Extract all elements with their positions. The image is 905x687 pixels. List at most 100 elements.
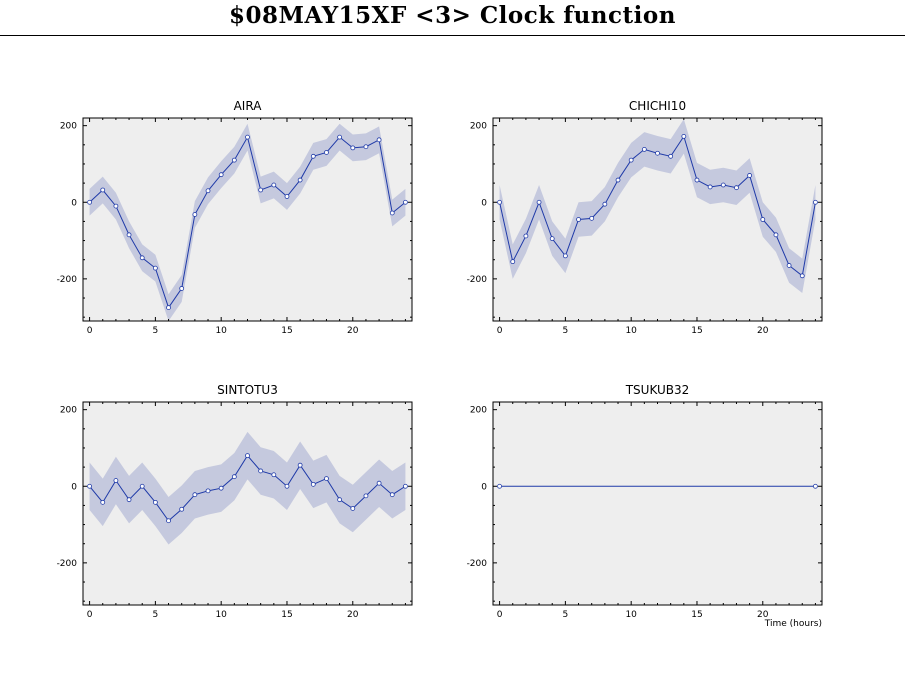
data-point	[403, 199, 408, 205]
data-point	[205, 488, 211, 494]
data-point	[166, 305, 171, 310]
data-point	[576, 217, 581, 222]
data-point	[760, 217, 766, 222]
data-point	[734, 185, 739, 191]
data-point	[707, 184, 713, 190]
data-point	[376, 137, 382, 143]
x-tick-label: 20	[757, 610, 769, 620]
data-point	[363, 493, 369, 499]
x-tick-label: 5	[153, 610, 159, 620]
data-point	[231, 474, 237, 480]
data-point	[350, 506, 356, 511]
data-point	[139, 483, 145, 489]
data-point	[549, 236, 555, 242]
y-tick-label: -200	[57, 275, 78, 285]
data-point	[363, 144, 369, 150]
data-point	[271, 182, 277, 188]
data-point	[100, 187, 106, 193]
data-point	[337, 134, 343, 140]
data-point	[681, 133, 687, 139]
data-point	[324, 150, 329, 155]
data-point	[218, 172, 224, 178]
error-band	[89, 123, 406, 321]
data-point	[284, 483, 290, 489]
data-point	[87, 199, 92, 205]
x-tick-label: 15	[691, 326, 702, 336]
plot-background	[493, 402, 822, 605]
x-tick-label: 5	[563, 610, 569, 620]
title-rule	[0, 35, 905, 36]
data-point	[284, 194, 290, 199]
data-point	[389, 210, 395, 216]
data-point	[747, 173, 753, 178]
y-tick-label: -200	[467, 275, 488, 285]
data-point	[602, 201, 608, 207]
data-point	[615, 177, 621, 183]
data-point	[245, 134, 250, 140]
panel-title: TSUKUB32	[625, 383, 690, 397]
data-point	[192, 492, 198, 498]
data-point	[310, 153, 316, 159]
data-point	[166, 518, 171, 524]
data-point	[152, 265, 158, 271]
data-point	[179, 286, 185, 291]
x-tick-label: 0	[87, 610, 93, 620]
x-tick-label: 10	[215, 610, 227, 620]
data-point	[87, 483, 92, 489]
x-tick-label: 20	[757, 326, 769, 336]
data-point	[337, 497, 343, 503]
y-tick-label: 200	[60, 122, 77, 132]
data-point	[271, 472, 277, 478]
y-tick-label: 0	[71, 198, 77, 208]
x-tick-label: 0	[87, 326, 93, 336]
data-point	[813, 483, 818, 489]
data-point	[126, 497, 132, 503]
data-point	[655, 150, 660, 156]
data-point	[497, 199, 502, 205]
data-point	[258, 187, 264, 193]
data-point	[218, 485, 224, 491]
x-tick-label: 15	[281, 610, 292, 620]
x-tick-label: 0	[497, 326, 503, 336]
data-point	[694, 177, 700, 183]
data-point	[324, 476, 329, 482]
data-point	[389, 492, 395, 498]
x-tick-label: 10	[625, 326, 637, 336]
y-tick-label: 0	[481, 482, 487, 492]
data-point	[668, 153, 674, 159]
data-point	[113, 478, 119, 483]
page-title: $08MAY15XF <3> Clock function	[229, 2, 676, 29]
data-point	[773, 232, 779, 238]
x-tick-label: 10	[625, 610, 637, 620]
error-band	[89, 431, 406, 545]
data-point	[205, 188, 211, 194]
x-tick-label: 10	[215, 326, 227, 336]
y-tick-label: 200	[470, 406, 487, 416]
x-tick-label: 20	[347, 610, 359, 620]
data-point	[297, 177, 303, 183]
data-point	[350, 145, 356, 151]
data-point	[231, 157, 237, 163]
y-tick-label: 0	[481, 198, 487, 208]
data-point	[786, 263, 792, 268]
y-tick-label: 200	[60, 406, 77, 416]
data-point	[813, 199, 818, 205]
data-point	[523, 233, 529, 239]
data-point	[245, 453, 250, 459]
data-point	[310, 481, 316, 487]
y-tick-label: -200	[57, 559, 78, 569]
data-point	[403, 483, 408, 489]
panel-title: AIRA	[234, 99, 263, 113]
data-point	[192, 212, 198, 217]
data-point	[376, 480, 382, 486]
data-point	[628, 157, 634, 163]
y-tick-label: 200	[470, 122, 487, 132]
data-point	[126, 232, 132, 238]
data-point	[799, 273, 805, 279]
data-point	[497, 483, 502, 489]
data-point	[720, 182, 726, 188]
y-tick-label: -200	[467, 559, 488, 569]
data-point	[297, 462, 303, 468]
panel-title: SINTOTU3	[217, 383, 278, 397]
